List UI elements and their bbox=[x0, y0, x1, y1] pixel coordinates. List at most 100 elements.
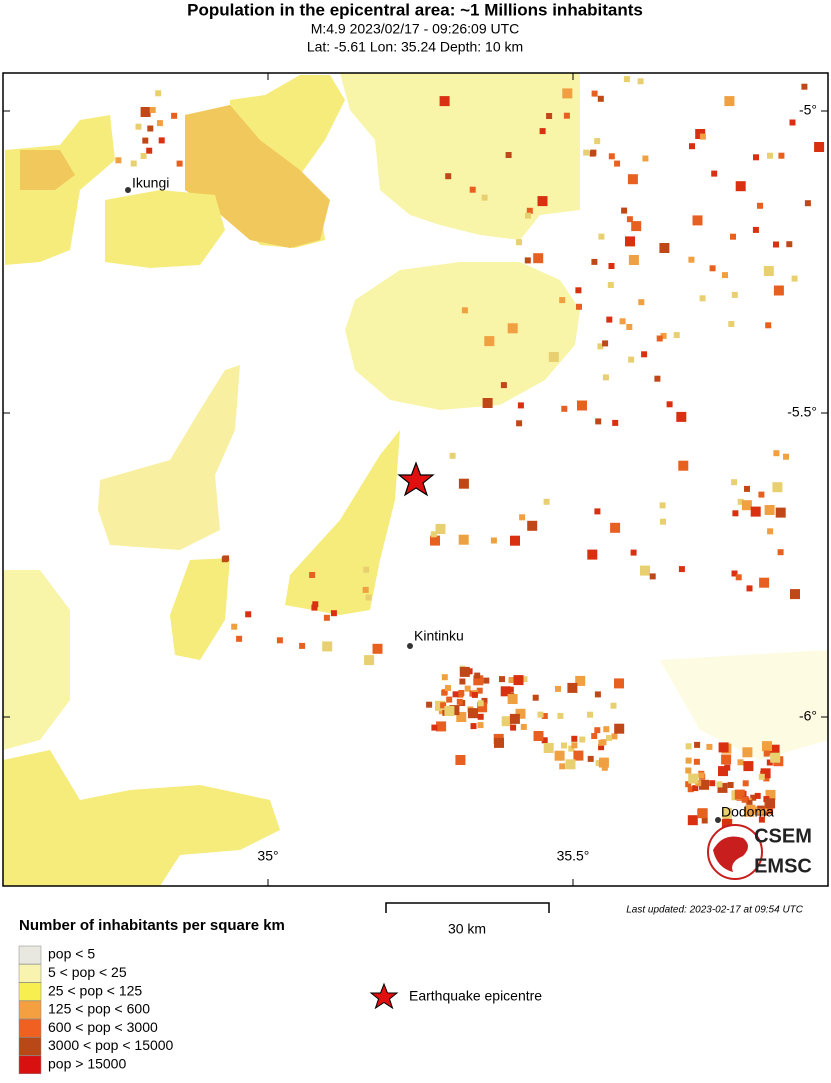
settlement-cell bbox=[595, 418, 602, 425]
legend-swatch bbox=[18, 1037, 42, 1056]
settlement-cell bbox=[625, 236, 635, 247]
settlement-cell bbox=[509, 713, 520, 724]
settlement-cell bbox=[363, 566, 370, 573]
settlement-cell bbox=[628, 255, 639, 265]
settlement-cell bbox=[507, 686, 514, 693]
settlement-cell bbox=[722, 272, 728, 279]
graticule-ticks bbox=[3, 73, 828, 886]
settlement-cell bbox=[758, 816, 765, 823]
settlement-cell bbox=[481, 697, 488, 704]
settlement-cell bbox=[438, 708, 445, 715]
settlement-cell bbox=[471, 691, 478, 698]
settlement-cell bbox=[507, 694, 518, 704]
area bbox=[105, 190, 225, 268]
settlement-cell bbox=[718, 742, 729, 753]
settlement-cell bbox=[221, 556, 228, 563]
settlement-cell bbox=[469, 186, 476, 193]
settlement-cell bbox=[539, 128, 546, 135]
settlement-cell bbox=[561, 742, 567, 749]
area bbox=[20, 150, 75, 190]
settlement-cell bbox=[804, 200, 811, 207]
settlement-cell bbox=[446, 696, 453, 703]
settlement-cell bbox=[762, 741, 772, 752]
settlement-cell bbox=[735, 181, 746, 192]
settlement-cell bbox=[236, 635, 243, 642]
settlement-cell bbox=[598, 233, 605, 240]
settlement-cell bbox=[732, 510, 739, 517]
settlement-cell bbox=[598, 757, 609, 768]
settlement-cell bbox=[299, 642, 306, 649]
settlement-cells bbox=[115, 76, 825, 829]
settlement-cell bbox=[660, 332, 667, 339]
settlement-cell bbox=[711, 170, 718, 177]
settlement-cell bbox=[602, 340, 609, 347]
legend-title: Number of inhabitants per square km bbox=[19, 917, 285, 934]
settlement-cell bbox=[742, 780, 749, 787]
settlement-cell bbox=[557, 712, 564, 719]
settlement-cell bbox=[484, 336, 495, 347]
settlement-cell bbox=[561, 405, 568, 412]
settlement-cell bbox=[500, 686, 511, 697]
settlement-cell bbox=[758, 491, 765, 498]
settlement-cell bbox=[142, 137, 149, 144]
settlement-cell bbox=[311, 604, 318, 611]
settlement-cell bbox=[554, 750, 565, 761]
settlement-cell bbox=[510, 724, 517, 731]
area bbox=[3, 570, 70, 750]
settlement-cell bbox=[775, 507, 786, 518]
settlement-cell bbox=[638, 299, 645, 306]
settlement-cell bbox=[737, 498, 744, 505]
settlement-cell bbox=[637, 78, 644, 85]
settlement-cell bbox=[678, 460, 689, 471]
legend-label: pop < 5 bbox=[48, 946, 95, 962]
settlement-cell bbox=[688, 773, 699, 784]
place-label: Kintinku bbox=[414, 628, 464, 644]
population-areas bbox=[3, 73, 828, 886]
settlement-cell bbox=[577, 400, 587, 411]
settlement-cell bbox=[685, 781, 692, 788]
settlement-cell bbox=[614, 678, 624, 689]
settlement-cell bbox=[694, 741, 701, 748]
settlement-cell bbox=[430, 531, 437, 538]
settlement-cell bbox=[323, 614, 330, 621]
settlement-cell bbox=[537, 196, 548, 207]
map: -5° -5.5° -6° 35° 35.5° Ikungi Kintinku … bbox=[2, 72, 829, 887]
settlement-cell bbox=[688, 256, 695, 263]
settlement-cell bbox=[146, 147, 153, 154]
scale-bar-label: 30 km bbox=[448, 921, 486, 937]
settlement-cell bbox=[439, 96, 450, 107]
settlement-cell bbox=[766, 759, 773, 766]
settlement-cell bbox=[548, 352, 559, 362]
legend-label: 3000 < pop < 15000 bbox=[48, 1037, 174, 1053]
settlement-cell bbox=[483, 677, 490, 684]
settlement-cell bbox=[546, 113, 553, 119]
settlement-cell bbox=[541, 713, 548, 719]
settlement-cell bbox=[245, 611, 252, 618]
settlement-cell bbox=[583, 149, 590, 156]
settlement-cell bbox=[659, 243, 670, 253]
settlement-cell bbox=[642, 155, 649, 162]
settlement-cell bbox=[322, 641, 333, 652]
settlement-cell bbox=[470, 723, 477, 730]
settlement-cell bbox=[587, 711, 593, 718]
settlement-cell bbox=[458, 478, 469, 489]
settlement-cell bbox=[626, 216, 633, 223]
settlement-cell bbox=[515, 708, 526, 719]
settlement-cell bbox=[607, 282, 614, 288]
settlement-cell bbox=[699, 779, 709, 790]
settlement-cell bbox=[526, 207, 533, 214]
legend-label: 125 < pop < 600 bbox=[48, 1001, 150, 1017]
settlement-cell bbox=[456, 698, 463, 705]
settlement-cell bbox=[763, 266, 774, 276]
settlement-cell bbox=[156, 120, 163, 127]
settlement-cell bbox=[445, 685, 451, 691]
settlement-cell bbox=[685, 757, 692, 764]
settlement-cell bbox=[621, 207, 628, 214]
settlement-cell bbox=[757, 202, 763, 209]
settlement-cell bbox=[430, 535, 440, 546]
settlement-cell bbox=[312, 601, 319, 608]
settlement-cell bbox=[562, 88, 573, 99]
settlement-cell bbox=[543, 743, 554, 753]
settlement-cell bbox=[610, 522, 621, 533]
